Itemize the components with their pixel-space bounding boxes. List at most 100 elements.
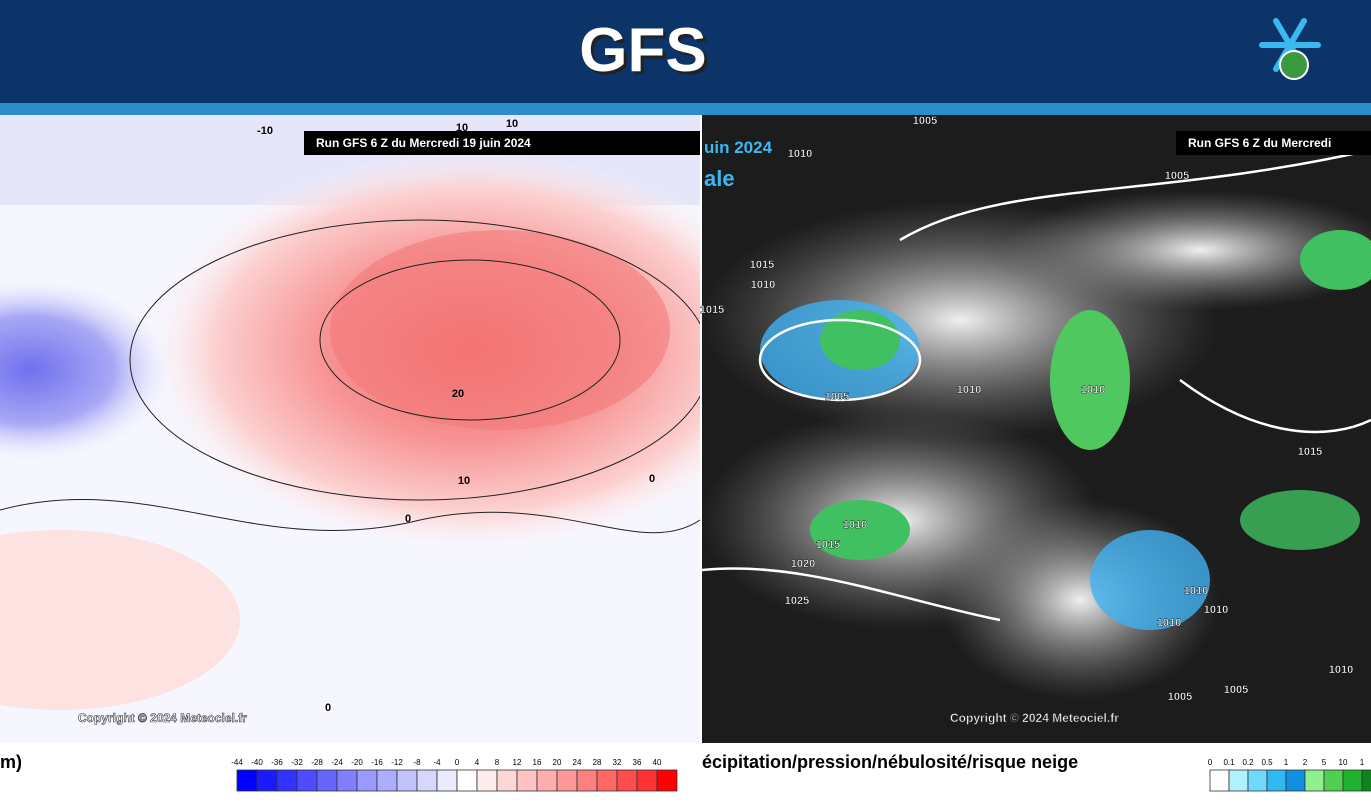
contour-label: 1010: [957, 384, 981, 396]
legend-label: -8: [413, 758, 421, 767]
contour-label: 10: [456, 122, 468, 134]
legend-label: -40: [251, 758, 263, 767]
legend-label: -32: [291, 758, 303, 767]
legend-label: 40: [653, 758, 662, 767]
legend-label: 0: [1208, 758, 1213, 767]
contour-label: 1010: [1157, 617, 1181, 629]
legend-swatch: [1209, 769, 1230, 792]
legend-label: 1: [1360, 758, 1365, 767]
legend-label: 28: [593, 758, 602, 767]
header-title: GFS: [579, 16, 706, 85]
contour-label: 1010: [751, 279, 775, 291]
contour-label: 1010: [1184, 585, 1208, 597]
legend-label: -12: [391, 758, 403, 767]
contour-label: 0: [325, 702, 331, 714]
contour-label: 1010: [1329, 664, 1353, 676]
contour-label: 1010: [788, 148, 812, 160]
partial-title: ale: [704, 166, 735, 191]
legend-label: 16: [533, 758, 542, 767]
legend-swatch: [456, 769, 478, 792]
caption: écipitation/pression/nébulosité/risque n…: [702, 752, 1078, 772]
contour-label: 1015: [750, 259, 774, 271]
contour-label: 1015: [1298, 446, 1322, 458]
legend-label: 1: [1284, 758, 1289, 767]
legend-swatch: [256, 769, 278, 792]
legend-label: 0.1: [1223, 758, 1235, 767]
legend-swatch: [476, 769, 498, 792]
legend-label: 0.2: [1242, 758, 1254, 767]
caption: m): [0, 752, 22, 772]
legend-swatch: [1266, 769, 1287, 792]
legend-label: -36: [271, 758, 283, 767]
legend-label: 36: [633, 758, 642, 767]
legend-swatch: [396, 769, 418, 792]
legend-swatch: [296, 769, 318, 792]
legend-swatch: [336, 769, 358, 792]
left-map: [0, 115, 700, 743]
legend-swatch: [1247, 769, 1268, 792]
partial-title: uin 2024: [704, 138, 773, 157]
legend-label: 12: [513, 758, 522, 767]
contour-label: 10: [506, 118, 518, 130]
legend-swatch: [516, 769, 538, 792]
header-bar: [0, 0, 1371, 103]
header-stripe: [0, 103, 1371, 115]
right-map: [702, 115, 1371, 743]
legend-label: -4: [433, 758, 441, 767]
map-labels: Run GFS 6 Z du Mercredi 19 juin 2024 Run…: [0, 136, 1331, 772]
legend-label: 8: [495, 758, 500, 767]
contour-label: 1015: [700, 304, 724, 316]
legend-swatch: [1361, 769, 1371, 792]
contour-label: 1020: [791, 558, 815, 570]
legend-swatch: [556, 769, 578, 792]
legend-swatch: [236, 769, 258, 792]
run-label: Run GFS 6 Z du Mercredi 19 juin 2024: [316, 136, 531, 150]
legend-label: -20: [351, 758, 363, 767]
legend-swatch: [616, 769, 638, 792]
legend-swatch: [436, 769, 458, 792]
legend-swatch: [1342, 769, 1363, 792]
legend-swatch: [636, 769, 658, 792]
legend-swatch: [1304, 769, 1325, 792]
legend-label: 10: [1339, 758, 1348, 767]
contour-label: 20: [452, 388, 464, 400]
legend-label: 0.5: [1261, 758, 1273, 767]
contour-label: 0: [405, 513, 411, 525]
contour-label: 1025: [785, 595, 809, 607]
header-title-shadow: GFS: [582, 19, 709, 88]
contour-label: 1005: [1168, 691, 1192, 703]
contour-label: 0: [649, 473, 655, 485]
legend-swatch: [416, 769, 438, 792]
logo: [1259, 18, 1321, 80]
contour-label: 1005: [825, 391, 849, 403]
legend-label: -28: [311, 758, 323, 767]
legend-swatch: [356, 769, 378, 792]
legend-swatch: [1285, 769, 1306, 792]
contour-label: 1005: [1165, 170, 1189, 182]
legend-swatch: [596, 769, 618, 792]
run-label: Run GFS 6 Z du Mercredi: [1188, 136, 1331, 150]
legend-swatch: [1228, 769, 1249, 792]
contour-label: 10: [458, 475, 470, 487]
legend-label: -44: [231, 758, 243, 767]
legend-swatch: [276, 769, 298, 792]
legend-swatch: [496, 769, 518, 792]
contour-label: -10: [257, 125, 273, 137]
legend-label: 0: [455, 758, 460, 767]
legend-swatch: [536, 769, 558, 792]
legend-swatch: [576, 769, 598, 792]
contour-label: 1010: [843, 519, 867, 531]
contour-label: 1010: [1081, 384, 1105, 396]
legend-label: 5: [1322, 758, 1327, 767]
legend-swatch: [656, 769, 678, 792]
contour-label: 1005: [913, 115, 937, 127]
legend-label: 20: [553, 758, 562, 767]
legend-swatch: [316, 769, 338, 792]
contour-label: 1005: [1224, 684, 1248, 696]
contour-label: 1015: [816, 539, 840, 551]
legend-label: -16: [371, 758, 383, 767]
legend-label: -24: [331, 758, 343, 767]
legend-label: 32: [613, 758, 622, 767]
